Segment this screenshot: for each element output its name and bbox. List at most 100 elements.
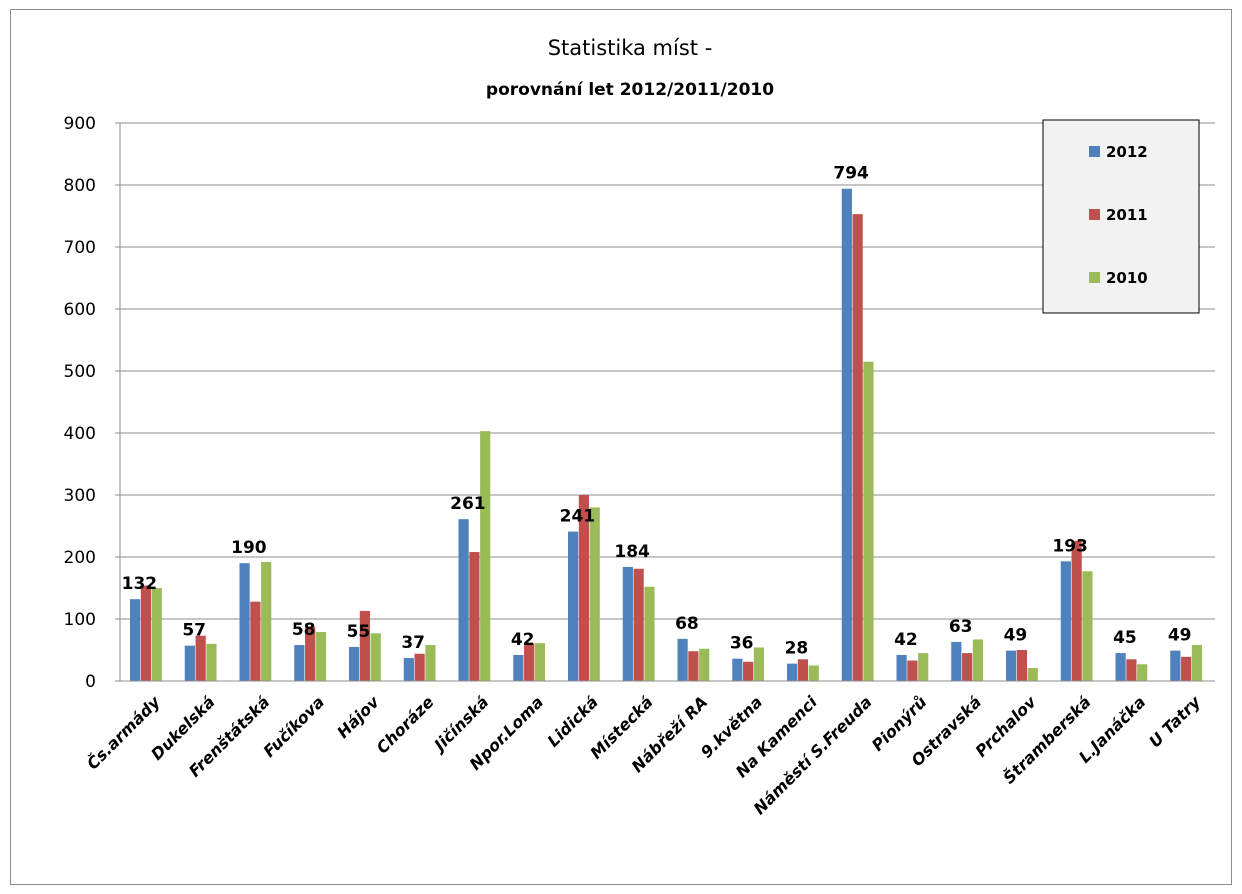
- legend-label: 2011: [1106, 206, 1148, 224]
- bar-2011: [962, 653, 973, 681]
- bar-2011: [140, 585, 151, 681]
- bar-2012: [184, 645, 195, 681]
- bar-2012: [896, 654, 907, 681]
- bar-2012: [787, 663, 798, 681]
- bar-2012: [568, 531, 579, 681]
- legend-swatch: [1089, 146, 1100, 157]
- bar-2012: [130, 599, 141, 681]
- data-label: 42: [511, 630, 535, 650]
- bar-2010: [425, 645, 436, 681]
- data-label: 261: [450, 494, 486, 514]
- gridlines: [120, 122, 1215, 620]
- bar-2012: [513, 654, 524, 681]
- bar-2010: [589, 507, 600, 681]
- y-tick-label: 700: [64, 238, 96, 258]
- bar-2012: [458, 519, 469, 681]
- y-tick-label: 500: [64, 362, 96, 382]
- bar-2010: [151, 588, 162, 681]
- bar-2010: [1082, 571, 1093, 681]
- data-label: 57: [182, 621, 206, 641]
- bar-2010: [808, 665, 819, 681]
- legend: 2012 2011 2010: [1042, 119, 1200, 314]
- bar-2010: [972, 639, 984, 681]
- y-tick-label: 400: [64, 424, 96, 444]
- legend-label: 2010: [1106, 269, 1148, 287]
- bar-2010: [863, 361, 874, 681]
- data-label: 794: [833, 164, 869, 184]
- bar-2011: [1181, 656, 1192, 681]
- bar-2012: [294, 645, 305, 681]
- bar-2011: [195, 635, 206, 681]
- bar-2011: [743, 661, 754, 681]
- bar-2011: [359, 610, 370, 681]
- data-label: 36: [730, 634, 754, 654]
- bar-2010: [261, 561, 272, 681]
- data-label: 68: [675, 614, 699, 634]
- y-tick-label: 300: [64, 486, 96, 506]
- bar-2010: [1191, 645, 1203, 681]
- bar-2011: [797, 659, 808, 681]
- chart-frame: [10, 9, 1232, 885]
- bar-2011: [305, 626, 316, 681]
- data-label: 63: [949, 617, 973, 637]
- bar-2010: [644, 586, 655, 681]
- bar-2010: [206, 643, 217, 681]
- bar-2010: [315, 632, 327, 681]
- category-label: Hájov: [333, 692, 383, 742]
- data-label: 45: [1113, 628, 1137, 648]
- y-tick-label: 0: [85, 672, 96, 692]
- bar-2011: [414, 653, 425, 681]
- bar-2012: [841, 188, 852, 681]
- data-label: 184: [614, 542, 650, 562]
- bar-2010: [1027, 667, 1038, 681]
- data-label: 193: [1052, 536, 1088, 556]
- bar-2012: [1115, 653, 1126, 681]
- y-tick-label: 900: [64, 114, 96, 134]
- bar-2011: [852, 214, 863, 681]
- bar-2012: [622, 566, 633, 681]
- bar-2010: [918, 653, 929, 681]
- data-label: 42: [894, 630, 918, 650]
- bar-2012: [1006, 650, 1017, 681]
- bar-2010: [1137, 664, 1148, 681]
- bar-2011: [633, 568, 644, 681]
- data-label: 49: [1168, 626, 1192, 646]
- bar-2011: [1016, 650, 1027, 681]
- chart-subtitle: porovnání let 2012/2011/2010: [486, 80, 774, 100]
- bar-2012: [349, 646, 360, 681]
- bar-2011: [250, 601, 261, 681]
- category-label: Choráze: [373, 692, 438, 757]
- bar-2011: [688, 651, 699, 681]
- bar-2010: [370, 633, 381, 681]
- legend-box: [1042, 119, 1200, 314]
- y-axis-ticks: 0 100 200 300 400 500 600 700 800 900: [64, 114, 121, 692]
- bar-2012: [951, 641, 962, 681]
- bar-2012: [732, 658, 743, 681]
- y-tick-label: 100: [64, 610, 96, 630]
- bar-2011: [469, 552, 480, 681]
- y-tick-label: 600: [64, 300, 96, 320]
- bar-2010: [699, 648, 710, 681]
- bar-2011: [524, 643, 535, 681]
- data-label: 241: [560, 507, 596, 527]
- category-label: Čs.armády: [82, 691, 164, 773]
- bar-2012: [239, 563, 250, 681]
- data-label: 37: [401, 633, 425, 653]
- bar-2011: [1126, 659, 1137, 681]
- legend-swatch: [1089, 209, 1100, 220]
- bar-2011: [578, 495, 589, 681]
- data-label: 132: [122, 574, 158, 594]
- bars: [130, 188, 1203, 681]
- bar-2010: [534, 643, 546, 681]
- y-tick-label: 200: [64, 548, 96, 568]
- bar-2012: [677, 638, 688, 681]
- y-tick-label: 800: [64, 176, 96, 196]
- bar-2010: [480, 431, 491, 681]
- data-label: 49: [1004, 626, 1028, 646]
- chart-title: Statistika míst -: [548, 36, 713, 60]
- data-labels: 132 57 190 58 55 37 261 42 241 184 68 36 28 794 42 63 49…: [122, 164, 1192, 659]
- data-label: 190: [231, 538, 267, 558]
- bar-2012: [1060, 561, 1071, 681]
- bar-2012: [403, 658, 414, 681]
